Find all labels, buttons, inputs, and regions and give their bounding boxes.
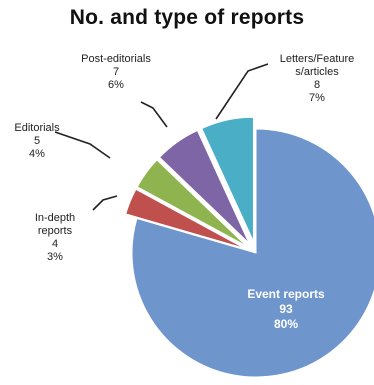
pie-slice-post-editorials (158, 129, 250, 244)
slice-label-line: Event reports (247, 287, 325, 301)
leader-line (54, 131, 111, 159)
slice-label-line: 7% (309, 92, 325, 104)
slice-label: Editorials 5 4% (14, 122, 60, 160)
slice-label-line: In-depth (35, 212, 75, 224)
slice-label: Event reports 93 80% (247, 287, 325, 331)
slice-label-line: 3% (47, 251, 63, 263)
slice-label-line: 93 (279, 302, 293, 316)
slice-labels: Event reports 93 80% In-depth reports 4 3% Edit… (14, 53, 354, 331)
slice-label-line: 5 (34, 135, 40, 147)
slice-label-line: 6% (108, 79, 124, 91)
leader-line (215, 63, 269, 120)
slice-label: Post-editorials 7 6% (81, 53, 151, 91)
pie-slices (125, 116, 374, 378)
slice-label-line: 7 (113, 66, 119, 78)
slice-label-line: s/articles (295, 66, 339, 78)
slice-label-line: 8 (314, 79, 320, 91)
chart-title: No. and type of reports (69, 6, 305, 29)
pie-slice-in-depth-reports (125, 188, 246, 249)
slice-label: Letters/Feature s/articles 8 7% (280, 53, 355, 104)
leader-lines (54, 63, 269, 211)
slice-label-line: Post-editorials (81, 53, 151, 65)
pie-slice-letters-features-articles (201, 116, 254, 242)
slice-label-line: reports (38, 225, 73, 237)
slice-label-line: 80% (274, 317, 298, 331)
slice-label-line: Letters/Feature (280, 53, 355, 65)
pie-slice-event-reports (131, 128, 374, 378)
leader-line (92, 195, 118, 211)
slice-label-line: 4 (52, 238, 58, 250)
leader-line (140, 101, 168, 128)
pie-slice-editorials (136, 159, 247, 247)
slice-label-line: 4% (29, 148, 45, 160)
slice-label: In-depth reports 4 3% (35, 212, 75, 263)
slice-label-line: Editorials (14, 122, 60, 134)
